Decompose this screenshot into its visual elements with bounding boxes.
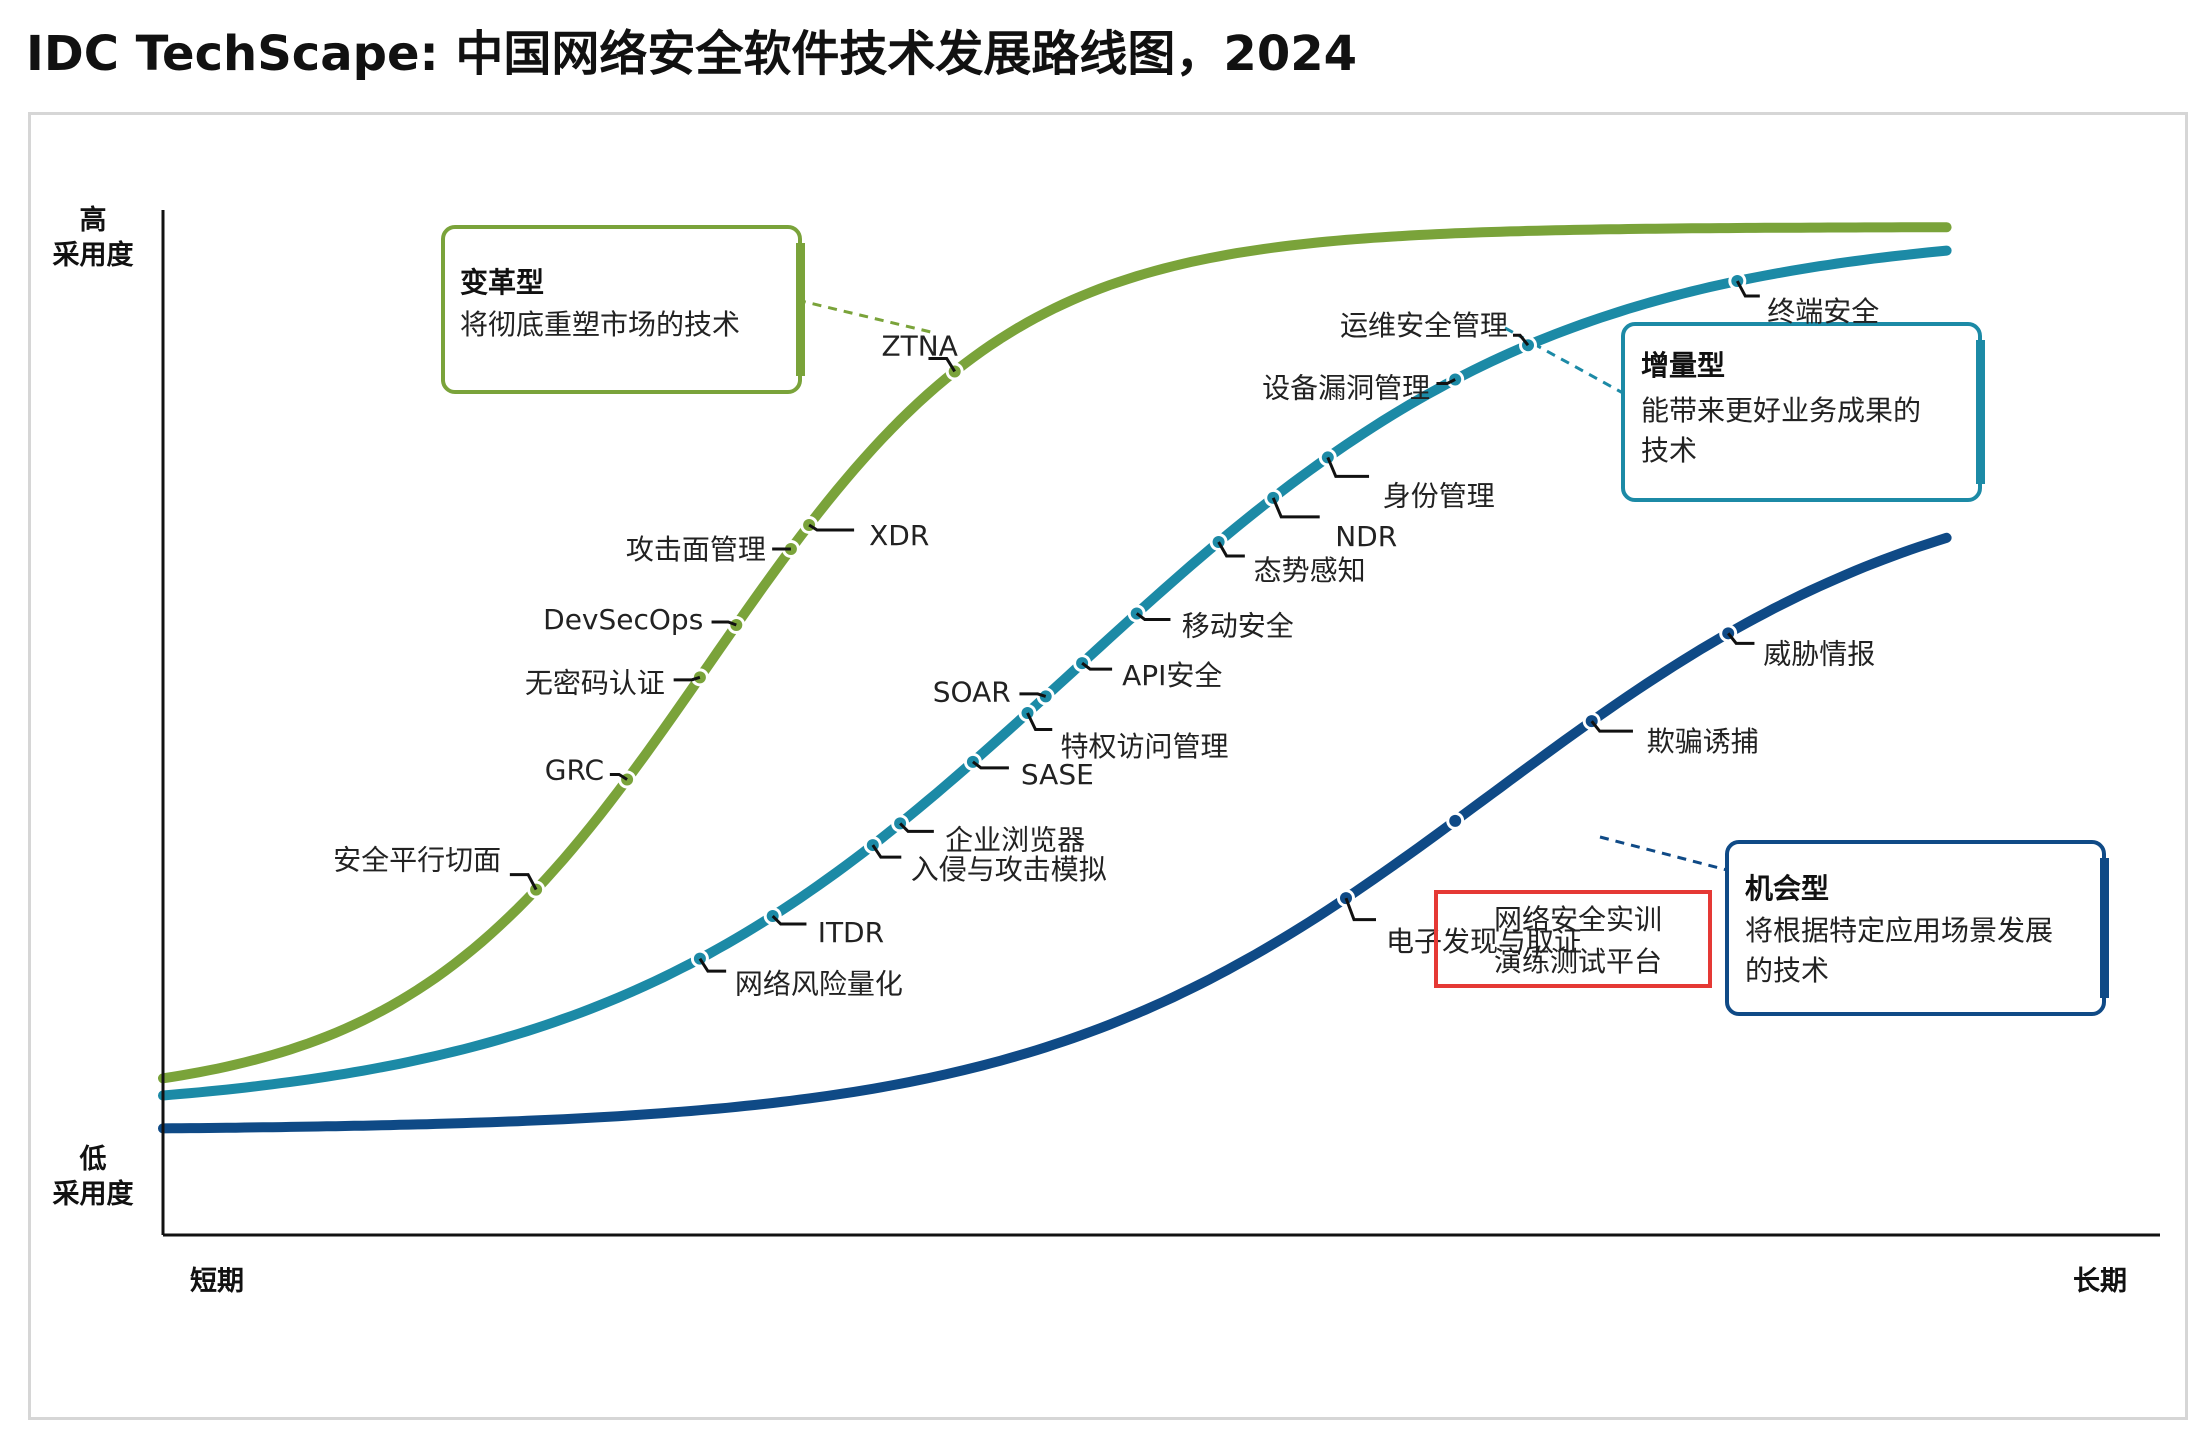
point-label: 企业浏览器 [945, 823, 1085, 856]
data-point [1449, 814, 1462, 827]
leader-line [698, 957, 727, 973]
labels-layer: 安全平行切面 GRC 无密码认证 DevSecOps 攻击面管理 XDR ZTNA 网络风险量… [333, 272, 1879, 1001]
point-label: API安全 [1122, 659, 1222, 692]
y-high-label-2: 采用度 [53, 239, 134, 271]
point-label: 欺骗诱捕 [1647, 725, 1759, 758]
leader-line [899, 822, 934, 833]
leader-line [1026, 712, 1053, 732]
highlight-rect [1434, 890, 1712, 988]
y-low-label-1: 低 [79, 1144, 107, 1175]
leader-line [509, 873, 538, 891]
chart-frame [28, 112, 2188, 1420]
leader-line [1135, 612, 1171, 621]
leader-line [609, 773, 628, 781]
point-label: 移动安全 [1182, 609, 1294, 642]
callout-accent [2100, 858, 2109, 998]
point-label: SOAR [933, 675, 1011, 708]
point-label: 特权访问管理 [1061, 730, 1229, 763]
callout-accent [796, 243, 805, 376]
leader-line [1344, 897, 1376, 922]
point-label: 终端安全 [1767, 295, 1879, 328]
leader-line [711, 620, 737, 627]
point-label: 身份管理 [1383, 479, 1495, 512]
highlight-box: 网络安全实训 演练测试平台 [1434, 890, 1712, 988]
point-label: GRC [545, 754, 604, 787]
leader-line [808, 523, 855, 532]
point-label: 威胁情报 [1763, 637, 1875, 670]
leader-line [871, 844, 902, 859]
callout-text-1: 能带来更好业务成果的 [1641, 394, 1921, 427]
point-label: 网络风险量化 [735, 968, 903, 1001]
leader-line [1735, 280, 1760, 298]
leader-line [928, 356, 956, 373]
callout-text-1: 将根据特定应用场景发展 [1745, 914, 2053, 947]
series-curve-2 [158, 532, 1952, 1134]
page-title: IDC TechScape: 中国网络安全软件技术发展路线图，2024 [26, 26, 1358, 82]
callout-text-2: 技术 [1641, 434, 1697, 467]
leader-line [1326, 456, 1370, 478]
point-label: 安全平行切面 [333, 844, 501, 877]
series-curve-1 [158, 245, 1952, 1101]
callout-text-2: 的技术 [1745, 954, 1829, 987]
leader-line [1513, 333, 1530, 347]
callout-text: 将彻底重塑市场的技术 [460, 308, 740, 341]
leader-line [771, 914, 807, 926]
series-curve-0 [158, 222, 1952, 1084]
callout-title: 增量型 [1641, 349, 1725, 382]
point-label: DevSecOps [543, 603, 703, 636]
leader-line [972, 760, 1009, 770]
callout-accent [1976, 340, 1985, 484]
leader-line [1081, 661, 1113, 671]
callout-connector [1599, 835, 1728, 872]
point-label: 运维安全管理 [1340, 309, 1508, 342]
highlight-label-1: 网络安全实训 [1494, 903, 1662, 936]
callout-opportunistic: 机会型 将根据特定应用场景发展 的技术 [1599, 835, 2109, 1016]
point-label: ITDR [818, 916, 884, 949]
callout-connector [796, 298, 936, 335]
leader-line [1217, 541, 1245, 558]
y-low-label-2: 采用度 [53, 1178, 134, 1210]
callout-transformational: 变革型 将彻底重塑市场的技术 [441, 225, 936, 394]
point-label: 攻击面管理 [626, 533, 766, 566]
x-long-label: 长期 [2073, 1266, 2127, 1297]
leader-line [1727, 632, 1755, 645]
leader-line [1590, 720, 1633, 733]
leader-line [1436, 378, 1456, 385]
highlight-label-2: 演练测试平台 [1494, 945, 1662, 978]
point-label: SASE [1021, 758, 1094, 791]
callout-title: 变革型 [460, 266, 544, 299]
x-short-label: 短期 [190, 1266, 244, 1297]
point-label: 设备漏洞管理 [1262, 371, 1430, 404]
leader-line [673, 675, 701, 682]
point-label: 入侵与攻击模拟 [911, 853, 1107, 886]
y-high-label-1: 高 [80, 204, 107, 236]
leader-line [1019, 692, 1047, 698]
point-label: ZTNA [882, 329, 958, 362]
callout-title: 机会型 [1745, 872, 1829, 905]
leader-line [1271, 497, 1320, 519]
point-label: 态势感知 [1254, 554, 1366, 587]
point-label: 电子发现与取证 [1386, 925, 1582, 958]
callout-incremental: 增量型 能带来更好业务成果的 技术 [1504, 322, 1985, 502]
axes-layer: 高 采用度 低 采用度 短期 长期 [53, 204, 2160, 1297]
point-label: 无密码认证 [525, 666, 665, 699]
curves-layer [158, 222, 1952, 1134]
point-label: XDR [869, 519, 929, 552]
point-label: NDR [1335, 520, 1397, 553]
